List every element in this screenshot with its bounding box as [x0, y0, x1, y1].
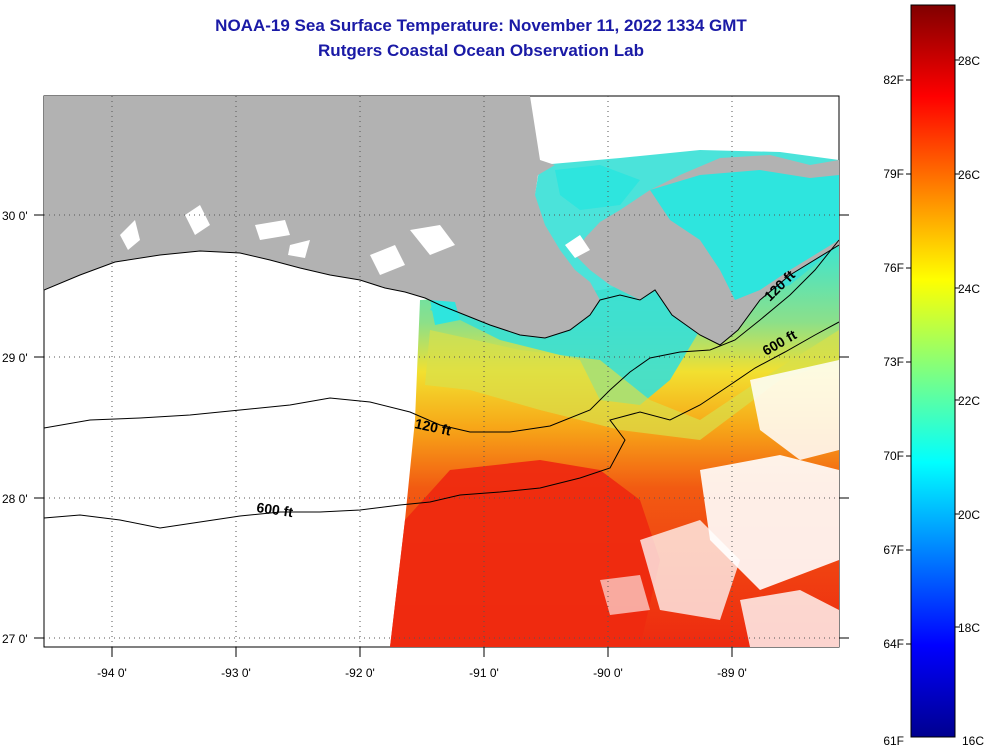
colorbar-c-label-26: 26C [958, 168, 980, 182]
lon-label-91: -91 0' [469, 666, 499, 680]
colorbar-c-label-18: 18C [958, 621, 980, 635]
colorbar-c-label-24: 24C [958, 282, 980, 296]
colorbar-f-label-64: 64F [883, 637, 904, 651]
colorbar-f-label-76: 76F [883, 261, 904, 275]
lat-label-27: 27 0' [2, 632, 28, 646]
warm-core [390, 460, 660, 647]
cloud-no-data [600, 360, 839, 647]
isobath-600ft [44, 321, 839, 529]
contour-label-120-west: 120 ft [413, 415, 452, 438]
title-line-2: Rutgers Coastal Ocean Observation Lab [318, 41, 644, 60]
colorbar-c-label-20: 20C [958, 508, 980, 522]
lon-label-90: -90 0' [593, 666, 623, 680]
lat-label-29: 29 0' [2, 351, 28, 365]
land-mass [44, 96, 839, 345]
coastline [44, 244, 839, 346]
colorbar-f-label-61: 61F [883, 734, 904, 748]
colorbar-f-label-82: 82F [883, 73, 904, 87]
colorbar [910, 4, 956, 738]
coastal-sounds [430, 165, 839, 325]
lon-label-94: -94 0' [97, 666, 127, 680]
isobath-120ft [44, 239, 839, 433]
colorbar-ticks [906, 59, 960, 645]
graticule [44, 96, 839, 647]
colorbar-c-label-28: 28C [958, 54, 980, 68]
colorbar-c-label-16: 16C [962, 734, 984, 748]
colorbar-f-label-67: 67F [883, 543, 904, 557]
transition-zone [425, 330, 839, 440]
title-line-1: NOAA-19 Sea Surface Temperature: Novembe… [215, 16, 747, 35]
lon-label-89: -89 0' [717, 666, 747, 680]
inland-lakes [120, 205, 590, 275]
axis-ticks [34, 214, 849, 657]
colorbar-f-label-70: 70F [883, 449, 904, 463]
colorbar-f-label-79: 79F [883, 167, 904, 181]
colorbar-f-label-73: 73F [883, 355, 904, 369]
lon-label-93: -93 0' [221, 666, 251, 680]
colorbar-c-label-22: 22C [958, 394, 980, 408]
contour-label-600-west: 600 ft [256, 499, 295, 520]
lat-label-28: 28 0' [2, 492, 28, 506]
lat-label-30: 30 0' [2, 209, 28, 223]
lon-label-92: -92 0' [345, 666, 375, 680]
